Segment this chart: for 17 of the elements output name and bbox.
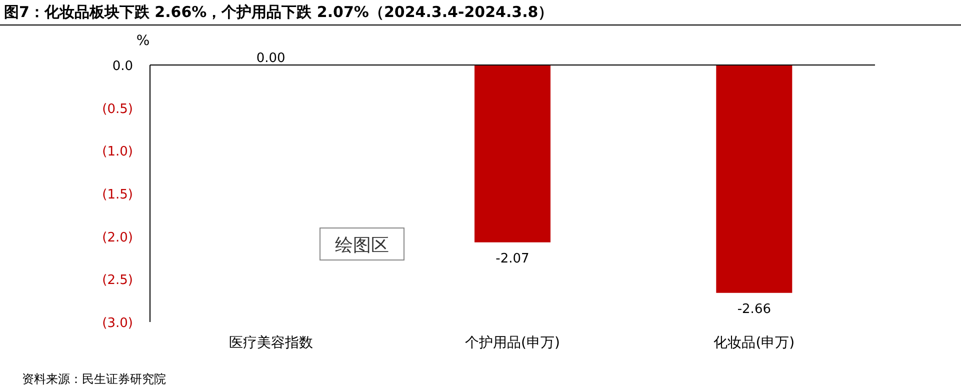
data-label: -2.66 [737, 302, 771, 317]
y-tick-label: (1.5) [102, 188, 133, 202]
chart-title: 图7：化妆品板块下跌 2.66%，个护用品下跌 2.07%（2024.3.4-2024.3.8） [4, 3, 554, 21]
annotation: 绘图区 [335, 235, 389, 256]
y-tick-label: (2.0) [102, 230, 133, 246]
y-tick-label: (2.5) [102, 273, 133, 288]
y-axis-title: % [136, 33, 150, 49]
data-label: 0.00 [256, 51, 286, 66]
y-tick-label: (3.0) [102, 316, 133, 331]
y-tick-label: (0.5) [102, 102, 133, 117]
y-tick-label: (1.0) [102, 144, 133, 160]
x-tick-label: 个护用品(申万) [465, 335, 560, 351]
y-tick-label: 0.0 [112, 59, 133, 74]
x-tick-label: 化妆品(申万) [714, 335, 795, 351]
text: 资料来源：民生证券研究院 [22, 372, 166, 386]
x-tick-label: 医疗美容指数 [228, 335, 313, 351]
data-label: -2.07 [496, 251, 530, 266]
